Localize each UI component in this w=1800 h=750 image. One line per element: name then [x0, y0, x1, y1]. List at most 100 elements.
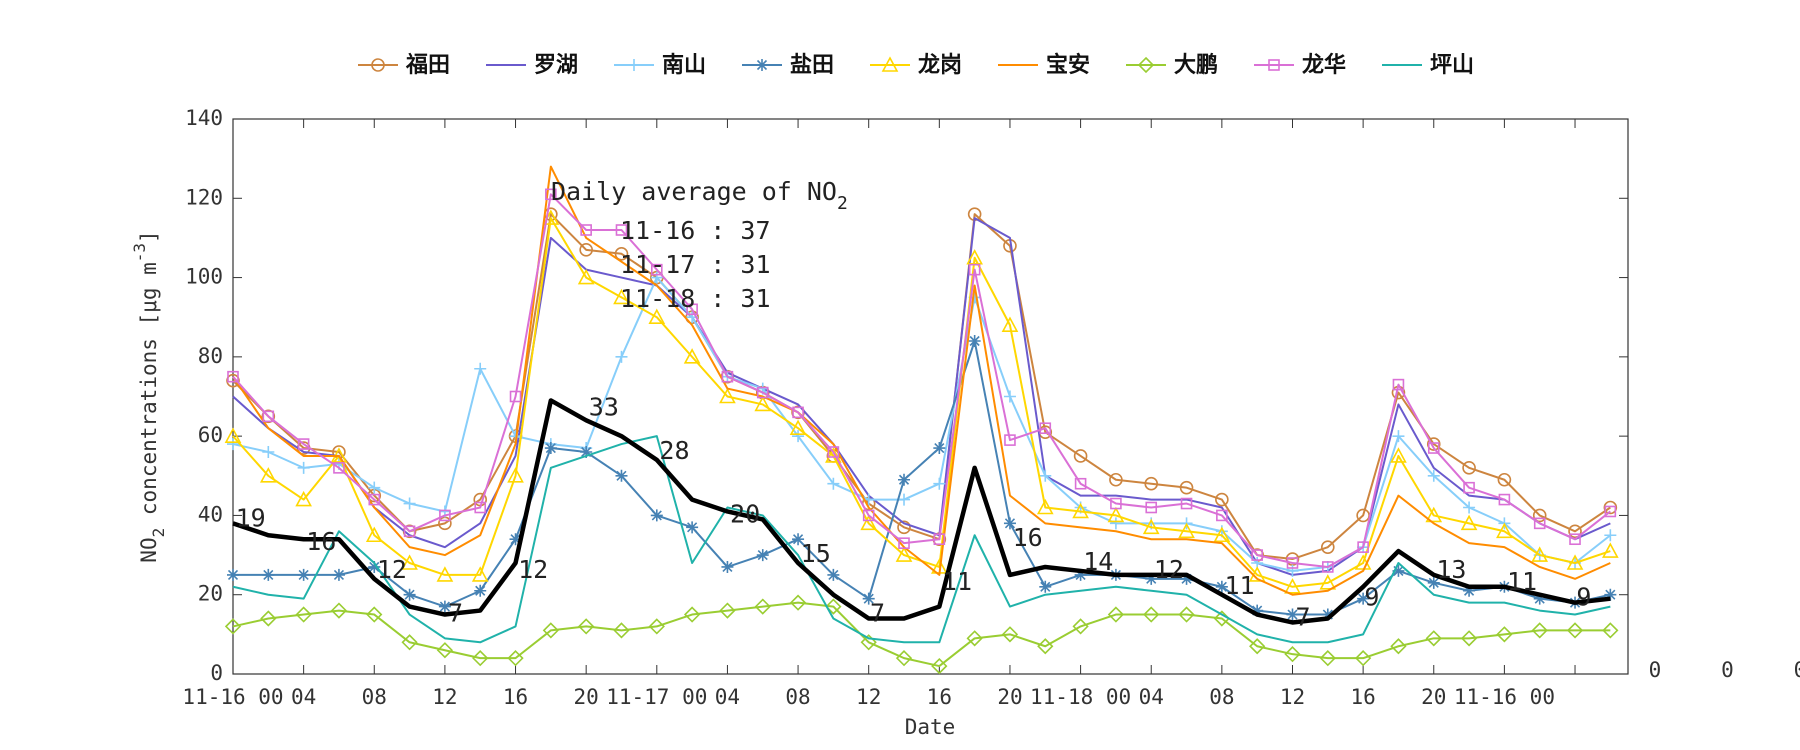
data-point: [719, 602, 736, 619]
annotation-label: 28: [659, 436, 689, 465]
data-point: [471, 566, 489, 582]
legend-marker: [628, 59, 640, 71]
annotation-label: 16: [1013, 523, 1043, 552]
data-point: [1039, 580, 1052, 593]
legend-label: 大鹏: [1174, 52, 1218, 78]
data-point: [1107, 606, 1125, 623]
data-point: [297, 438, 310, 450]
y-axis-label-part: NO: [137, 537, 161, 562]
data-point: [756, 386, 769, 399]
data-point: [1532, 508, 1547, 523]
x-tick-label: 11-17 00: [606, 685, 707, 709]
data-point: [436, 566, 454, 582]
data-point: [754, 395, 772, 412]
data-point: [1107, 506, 1125, 523]
data-point: [579, 243, 593, 257]
data-point: [1251, 549, 1263, 561]
data-point: [860, 634, 877, 651]
data-point: [1321, 540, 1335, 554]
data-point: [295, 490, 312, 507]
y-axis-label: NO2 concentrations [μg m-3]: [130, 230, 168, 562]
data-point: [295, 606, 312, 623]
data-point: [401, 554, 418, 570]
y-tick-label: 20: [198, 582, 223, 606]
data-point: [1392, 564, 1405, 577]
data-point: [827, 477, 840, 490]
data-point: [754, 598, 771, 615]
data-point: [224, 427, 242, 443]
series-line: [232, 217, 1611, 588]
legend-marker: [756, 59, 768, 71]
annotation-label: 7: [870, 599, 885, 628]
data-point: [1604, 505, 1617, 518]
data-point: [648, 618, 665, 635]
data-point: [1249, 638, 1266, 655]
annotation-label: 16: [306, 527, 336, 556]
data-point: [403, 525, 416, 538]
data-point: [1109, 517, 1122, 530]
data-point: [1604, 588, 1617, 601]
x-tick-label: 08: [362, 685, 387, 709]
x-tick-label: 04: [1139, 685, 1164, 709]
data-point: [330, 602, 348, 619]
series-line: [232, 165, 1611, 596]
x-tick-label: 08: [1209, 685, 1234, 709]
legend-label: 坪山: [1430, 53, 1474, 78]
data-point: [577, 268, 595, 285]
data-point: [366, 606, 383, 623]
legend-label: 南山: [662, 53, 706, 78]
data-point: [825, 447, 842, 463]
data-point: [898, 473, 911, 486]
daily-average-title-sub: 2: [837, 193, 848, 214]
data-point: [332, 568, 345, 581]
data-point: [792, 533, 805, 546]
annotation-label: 9: [1364, 583, 1379, 612]
data-point: [297, 568, 310, 581]
daily-average-title-text: Daily average of NO: [551, 177, 837, 206]
series-line: [232, 193, 1611, 568]
x-tick-label: 20: [574, 685, 599, 709]
data-point: [1001, 316, 1019, 332]
annotation-label: 9: [1576, 583, 1591, 612]
data-point: [648, 308, 666, 325]
data-point: [542, 622, 559, 639]
annotation-label: 12: [518, 555, 548, 584]
data-point: [1354, 650, 1372, 667]
data-point: [931, 657, 948, 675]
data-point: [1284, 646, 1301, 663]
data-point: [615, 469, 628, 482]
x-tick-label: 11-18 00: [1030, 685, 1131, 709]
data-point: [227, 438, 239, 451]
data-point: [1037, 638, 1054, 655]
data-point: [509, 390, 522, 403]
data-point: [1392, 430, 1405, 443]
daily-average-title: Daily average of NO2: [551, 177, 848, 214]
legend-marker: [1268, 59, 1280, 71]
data-point: [1390, 638, 1407, 655]
y-axis-label-part: -3: [130, 243, 149, 262]
data-point: [719, 387, 736, 404]
data-point: [756, 549, 769, 562]
data-point: [368, 493, 381, 506]
data-point: [897, 520, 911, 535]
data-point: [1110, 497, 1122, 510]
data-point: [1284, 578, 1301, 594]
annotation-label: 11: [1224, 571, 1254, 600]
data-point: [226, 373, 240, 388]
series-line: [232, 276, 1611, 572]
legend-label: 罗湖: [534, 53, 578, 78]
data-point: [1074, 477, 1087, 490]
data-point: [1460, 630, 1478, 647]
data-point: [1569, 533, 1581, 546]
data-point: [825, 598, 842, 615]
data-point: [1003, 390, 1016, 403]
data-point: [683, 606, 701, 623]
y-tick-label: 100: [185, 265, 223, 289]
annotation-label: 11: [1507, 567, 1537, 596]
data-point: [792, 430, 805, 443]
data-point: [368, 481, 381, 494]
data-point: [403, 497, 416, 510]
y-tick-label: 40: [198, 502, 223, 526]
annotation-label: 19: [236, 503, 266, 532]
data-point: [224, 618, 242, 635]
